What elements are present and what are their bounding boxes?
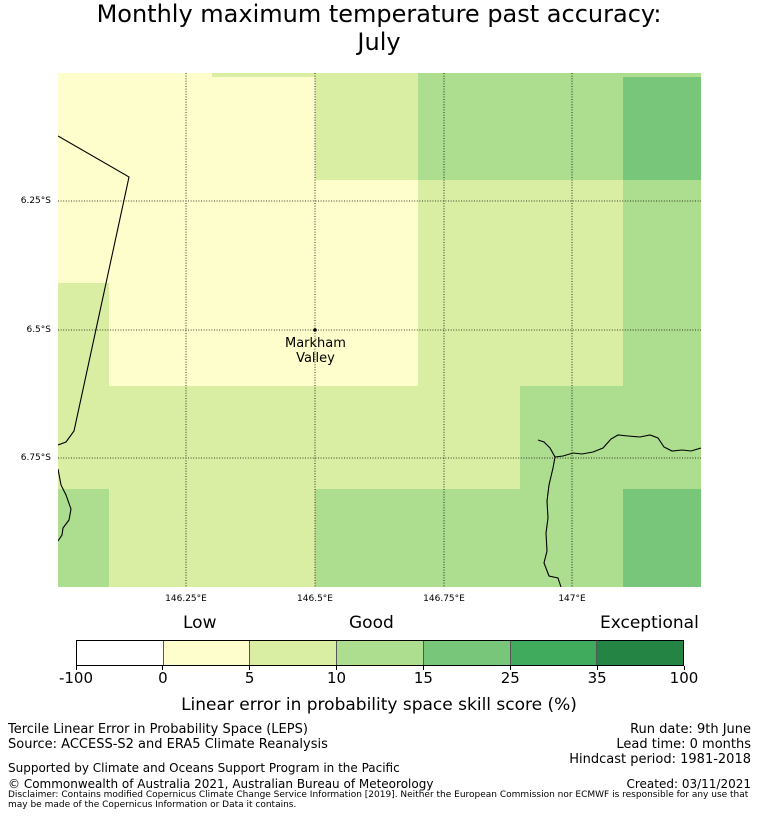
colorbar-tick-label: 0 <box>158 669 168 687</box>
huon-coastline <box>537 439 562 587</box>
copyright-text: © Commonwealth of Australia 2021, Austra… <box>8 777 434 791</box>
supported-by-text: Supported by Climate and Oceans Support … <box>8 761 400 775</box>
colorbar-tick-label: 5 <box>244 669 255 687</box>
grid-cell <box>418 77 623 180</box>
colorbar-tick <box>509 666 511 670</box>
place-label-line-2: Valley <box>296 351 335 366</box>
lead-time-text: Lead time: 0 months <box>616 737 751 752</box>
colorbar-tick-label: 100 <box>669 669 699 687</box>
map-title: Monthly maximum temperature past accurac… <box>0 0 758 56</box>
category-low: Low <box>183 613 217 633</box>
colorbar-tick-label: -100 <box>58 669 94 687</box>
grid-cell <box>623 489 701 587</box>
grid-cell <box>418 283 623 386</box>
lon-label-146-5: 146.5°E <box>297 594 333 604</box>
place-label-line-1: Markham <box>285 336 346 351</box>
colorbar-tick-label: 25 <box>500 669 520 687</box>
colorbar-segment <box>423 641 511 665</box>
colorbar-segment <box>77 641 164 665</box>
lat-label-6-25: 6.25°S <box>20 196 51 206</box>
method-text: Tercile Linear Error in Probability Spac… <box>8 722 308 737</box>
grid-cell <box>315 77 418 180</box>
title-line-1: Monthly maximum temperature past accurac… <box>96 0 662 28</box>
lon-label-146-25: 146.25°E <box>165 594 207 604</box>
category-exceptional: Exceptional <box>600 613 699 633</box>
place-label-markham-valley: Markham Valley <box>285 336 346 366</box>
grid-cell <box>418 73 701 77</box>
grid-cell <box>623 180 701 283</box>
grid-cell <box>58 386 520 489</box>
grid-cell <box>212 73 418 77</box>
grid-cell <box>520 386 701 489</box>
colorbar-tick <box>249 666 251 670</box>
colorbar-label: Linear error in probability space skill … <box>181 695 577 715</box>
colorbar-segment <box>250 641 338 665</box>
north-coastline <box>554 434 701 458</box>
colorbar-segment <box>510 641 598 665</box>
run-date-text: Run date: 9th June <box>630 722 751 737</box>
grid-cell <box>623 77 701 180</box>
colorbar-tick-label: 35 <box>587 669 607 687</box>
grid-cell <box>418 180 623 283</box>
grid-cell <box>58 283 109 386</box>
source-text: Source: ACCESS-S2 and ERA5 Climate Reana… <box>8 737 328 752</box>
lon-label-147: 147°E <box>558 594 586 604</box>
disclaimer-text: Disclaimer: Contains modified Copernicus… <box>8 790 749 810</box>
lon-label-146-75: 146.75°E <box>423 594 465 604</box>
colorbar-tick-label: 15 <box>413 669 433 687</box>
colorbar-segment <box>597 641 684 665</box>
grid-cell <box>58 489 109 587</box>
grid-cell <box>212 77 315 180</box>
map-overlay <box>58 73 701 587</box>
colorbar-tick <box>162 666 164 670</box>
colorbar-tick <box>422 666 424 670</box>
colorbar <box>76 640 684 666</box>
hindcast-text: Hindcast period: 1981-2018 <box>569 752 751 767</box>
colorbar-tick <box>75 666 77 670</box>
province-boundary <box>58 135 130 446</box>
grid-cell <box>109 489 315 587</box>
title-line-2: July <box>357 28 401 56</box>
skill-map <box>58 73 701 587</box>
created-text: Created: 03/11/2021 <box>626 777 751 791</box>
lat-label-6-75: 6.75°S <box>20 453 51 463</box>
category-good: Good <box>349 613 394 633</box>
markham-valley-marker <box>313 328 317 332</box>
colorbar-tick <box>683 666 685 670</box>
west-coastline <box>58 468 72 542</box>
colorbar-tick-label: 10 <box>327 669 347 687</box>
colorbar-tick <box>596 666 598 670</box>
lat-label-6-5: 6.5°S <box>26 325 51 335</box>
grid-cell <box>623 283 701 386</box>
colorbar-segment <box>337 641 424 665</box>
colorbar-segment <box>163 641 251 665</box>
colorbar-tick <box>336 666 338 670</box>
grid-cell <box>109 283 418 386</box>
